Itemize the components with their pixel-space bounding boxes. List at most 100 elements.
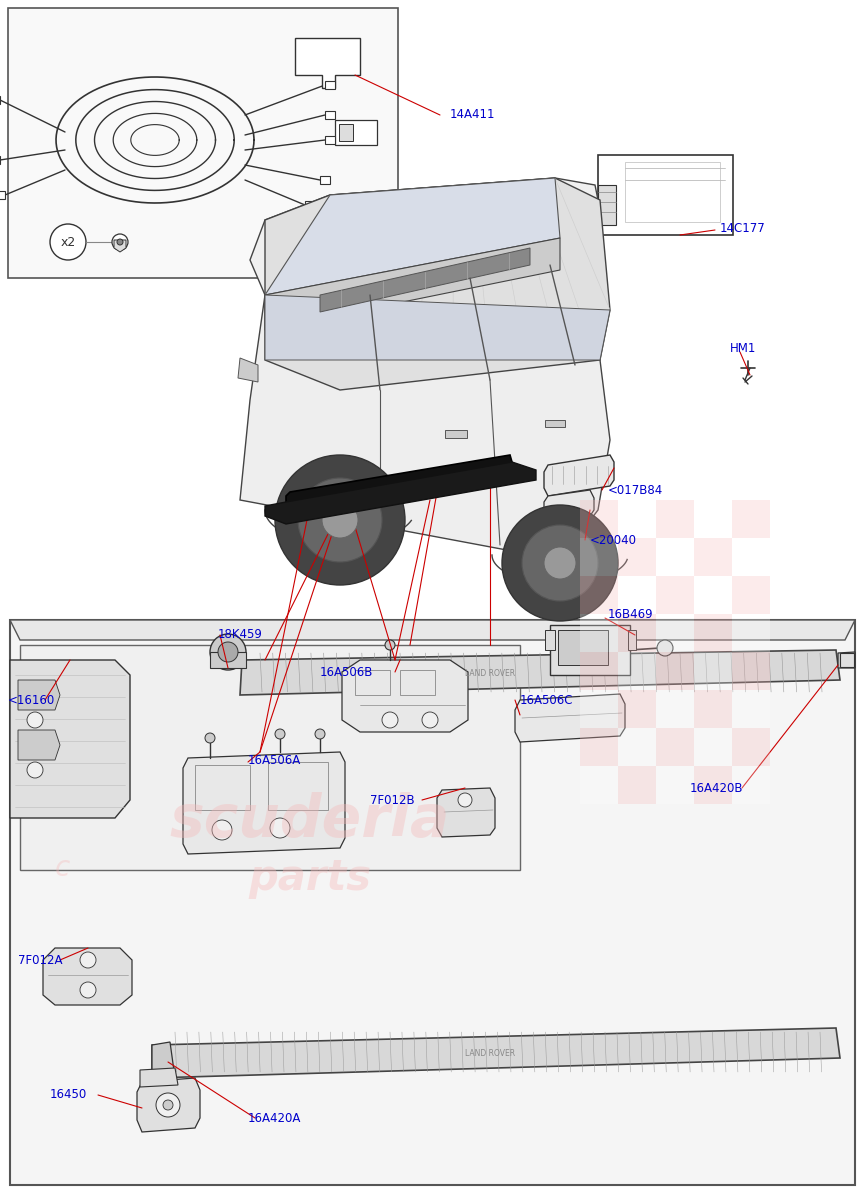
Text: parts: parts	[249, 857, 372, 899]
Circle shape	[502, 505, 618, 622]
Polygon shape	[10, 660, 130, 818]
Circle shape	[80, 982, 96, 998]
Bar	[618, 652, 656, 690]
Bar	[618, 614, 656, 652]
Polygon shape	[265, 178, 560, 295]
Polygon shape	[240, 650, 840, 695]
Circle shape	[205, 733, 215, 743]
Bar	[656, 728, 694, 766]
Bar	[732, 614, 770, 652]
Circle shape	[218, 642, 238, 662]
Polygon shape	[515, 694, 625, 742]
Bar	[625, 162, 720, 222]
Text: 14C177: 14C177	[720, 222, 766, 234]
Circle shape	[212, 820, 232, 840]
Bar	[618, 500, 656, 538]
Polygon shape	[18, 680, 60, 710]
Circle shape	[27, 762, 43, 778]
Circle shape	[522, 526, 598, 601]
Circle shape	[275, 728, 285, 739]
Polygon shape	[265, 238, 560, 330]
Circle shape	[270, 818, 290, 838]
Bar	[580, 614, 618, 652]
Bar	[8, 8, 398, 278]
Bar	[305, 200, 315, 209]
Polygon shape	[265, 462, 536, 524]
Polygon shape	[210, 652, 246, 668]
Polygon shape	[140, 1068, 178, 1087]
Text: 18K459: 18K459	[218, 629, 263, 642]
Bar	[580, 652, 618, 690]
Bar	[325, 136, 335, 144]
Bar	[694, 690, 732, 728]
Bar	[694, 614, 732, 652]
Circle shape	[156, 1093, 180, 1117]
Bar	[598, 185, 616, 226]
Polygon shape	[544, 455, 614, 496]
Bar	[732, 766, 770, 804]
Bar	[694, 766, 732, 804]
Bar	[694, 538, 732, 576]
Text: <16160: <16160	[8, 694, 55, 707]
Circle shape	[458, 793, 472, 806]
Bar	[656, 500, 694, 538]
Circle shape	[422, 712, 438, 728]
Circle shape	[210, 634, 246, 670]
Circle shape	[544, 547, 576, 578]
Polygon shape	[10, 620, 855, 1186]
Bar	[550, 625, 630, 674]
Bar	[732, 690, 770, 728]
Polygon shape	[544, 490, 594, 522]
Circle shape	[50, 224, 86, 260]
Circle shape	[80, 952, 96, 968]
Bar	[545, 420, 565, 427]
Bar	[580, 538, 618, 576]
Text: 7F012B: 7F012B	[370, 793, 415, 806]
Bar	[325, 110, 335, 119]
Bar	[618, 690, 656, 728]
Polygon shape	[342, 660, 468, 732]
Bar	[325, 80, 335, 89]
Circle shape	[382, 712, 398, 728]
Circle shape	[112, 234, 128, 250]
Text: 16A420A: 16A420A	[248, 1111, 301, 1124]
Polygon shape	[240, 238, 610, 560]
Text: 16450: 16450	[50, 1088, 87, 1102]
Polygon shape	[18, 730, 60, 760]
Bar	[656, 652, 694, 690]
Bar	[618, 766, 656, 804]
Bar	[445, 430, 467, 438]
Text: scuderia: scuderia	[170, 792, 450, 848]
Bar	[732, 500, 770, 538]
Bar	[400, 670, 435, 695]
Polygon shape	[265, 295, 610, 360]
Text: HM1: HM1	[730, 342, 756, 354]
Bar	[694, 500, 732, 538]
Text: 7F012A: 7F012A	[18, 954, 62, 966]
Polygon shape	[437, 788, 495, 838]
Bar	[580, 500, 618, 538]
Polygon shape	[10, 620, 855, 640]
Bar	[732, 652, 770, 690]
Polygon shape	[183, 752, 345, 854]
Bar	[656, 766, 694, 804]
Text: 16A506C: 16A506C	[520, 694, 573, 707]
Bar	[355, 670, 390, 695]
Bar	[618, 538, 656, 576]
Polygon shape	[320, 248, 530, 312]
Bar	[694, 652, 732, 690]
Polygon shape	[838, 652, 855, 668]
Text: x2: x2	[61, 235, 75, 248]
Bar	[694, 576, 732, 614]
Text: 16A506A: 16A506A	[248, 754, 301, 767]
Circle shape	[275, 455, 405, 584]
Bar	[545, 630, 555, 650]
Circle shape	[385, 640, 395, 650]
Circle shape	[163, 1100, 173, 1110]
Bar	[598, 155, 733, 235]
Text: 16A420B: 16A420B	[690, 781, 744, 794]
Bar	[580, 690, 618, 728]
Bar	[732, 728, 770, 766]
Bar	[618, 576, 656, 614]
Bar	[339, 124, 353, 140]
